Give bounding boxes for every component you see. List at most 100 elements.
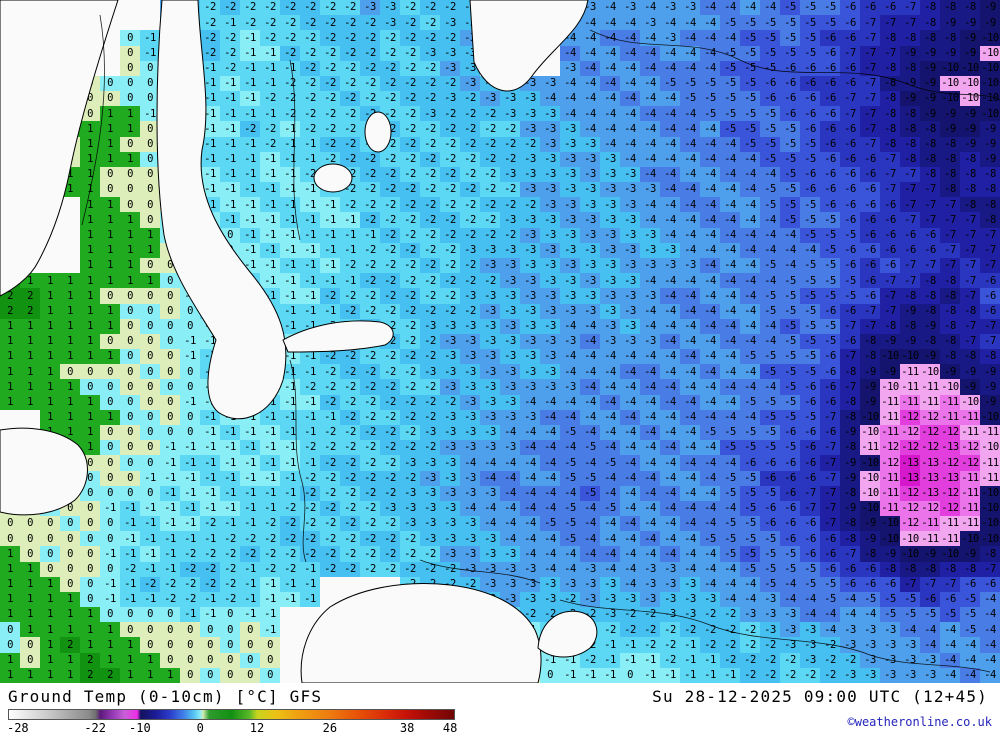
- temp-cell: -6: [800, 440, 820, 456]
- temp-cell: -1: [220, 197, 240, 213]
- temp-cell: 1: [80, 273, 100, 289]
- temp-cell: -2: [300, 30, 320, 46]
- temp-cell: -4: [560, 546, 580, 562]
- temp-cell: -5: [800, 45, 820, 61]
- temp-cell: -1: [220, 333, 240, 350]
- temp-cell: -12: [940, 500, 960, 517]
- temp-cell: -3: [480, 531, 500, 547]
- temp-cell: 1: [40, 349, 60, 365]
- temp-cell: -5: [720, 485, 740, 501]
- temp-cell: -10: [980, 409, 1000, 425]
- temp-cell: -3: [440, 364, 460, 380]
- temp-cell: 0: [140, 318, 160, 334]
- temp-cell: 0: [420, 622, 440, 638]
- temp-cell: 1: [20, 667, 40, 683]
- temp-cell: -2: [260, 121, 280, 137]
- temp-cell: -1: [360, 227, 380, 243]
- temp-cell: -7: [840, 91, 860, 107]
- temp-cell: -2: [460, 576, 480, 592]
- temp-cell: -4: [600, 424, 620, 441]
- temp-cell: -2: [360, 303, 380, 319]
- temp-cell: -4: [540, 546, 560, 562]
- temp-cell: 0: [140, 212, 160, 228]
- copyright-link[interactable]: ©weatheronline.co.uk: [847, 715, 993, 729]
- temp-cell: -3: [580, 258, 600, 274]
- temp-cell: -6: [960, 576, 980, 592]
- temp-cell: -8: [940, 349, 960, 365]
- temp-cell: -2: [380, 30, 400, 46]
- temp-cell: -6: [800, 546, 820, 562]
- temp-cell: 1: [140, 227, 160, 243]
- temp-cell: -6: [840, 121, 860, 137]
- temp-cell: -6: [880, 227, 900, 243]
- temp-cell: -7: [980, 258, 1000, 274]
- temp-cell: -3: [860, 667, 880, 683]
- temp-cell: -3: [600, 182, 620, 198]
- temp-cell: -8: [920, 288, 940, 304]
- temp-cell: 0: [60, 470, 80, 486]
- temp-cell: 0: [120, 75, 140, 92]
- temp-cell: 0: [180, 652, 200, 668]
- temp-cell: -1: [180, 349, 200, 365]
- temp-cell: -2: [660, 622, 680, 638]
- temp-cell: -1: [160, 561, 180, 577]
- temp-cell: -3: [480, 242, 500, 259]
- temp-cell: -5: [820, 242, 840, 259]
- temp-cell: -5: [760, 45, 780, 61]
- temp-cell: -8: [840, 485, 860, 501]
- temp-cell: -3: [560, 379, 580, 395]
- temp-cell: -4: [600, 440, 620, 456]
- temp-cell: -7: [920, 182, 940, 198]
- temp-cell: -5: [780, 136, 800, 152]
- temp-cell: -6: [800, 60, 820, 76]
- temp-cell: -4: [700, 379, 720, 395]
- temp-cell: 0: [160, 652, 180, 668]
- temp-cell: -7: [820, 500, 840, 517]
- temp-cell: 0: [460, 652, 480, 668]
- temp-cell: -5: [800, 576, 820, 592]
- temp-cell: -2: [180, 576, 200, 592]
- temp-cell: -1: [180, 394, 200, 410]
- temp-cell: 1: [100, 212, 120, 228]
- temp-cell: -2: [440, 121, 460, 137]
- temp-cell: -7: [940, 576, 960, 592]
- temp-cell: [320, 652, 340, 668]
- temp-cell: -2: [240, 15, 260, 31]
- temp-cell: -4: [580, 455, 600, 471]
- temp-cell: -2: [320, 136, 340, 152]
- temp-cell: -3: [880, 667, 900, 683]
- temp-cell: -1: [260, 500, 280, 517]
- temp-cell: -4: [760, 333, 780, 350]
- temp-cell: -3: [900, 652, 920, 668]
- temp-cell: -2: [340, 409, 360, 425]
- temp-cell: -4: [640, 91, 660, 107]
- temp-cell: -6: [860, 166, 880, 183]
- temp-cell: 0: [240, 652, 260, 668]
- temp-cell: -3: [640, 576, 660, 592]
- temp-cell: -2: [200, 45, 220, 61]
- temp-cell: -10: [980, 91, 1000, 107]
- temp-cell: -3: [560, 242, 580, 259]
- temp-cell: -9: [920, 91, 940, 107]
- temp-cell: 0: [160, 166, 180, 183]
- temp-cell: [40, 60, 60, 76]
- temp-cell: -7: [860, 318, 880, 334]
- temp-cell: -2: [340, 106, 360, 122]
- temp-cell: -2: [640, 637, 660, 653]
- temp-cell: -3: [500, 273, 520, 289]
- temp-cell: 0: [200, 242, 220, 259]
- temp-cell: -2: [420, 30, 440, 46]
- temp-cell: -7: [980, 318, 1000, 334]
- temp-cell: -12: [880, 455, 900, 471]
- temp-cell: 0: [120, 288, 140, 304]
- temp-cell: 0: [160, 318, 180, 334]
- temp-cell: -8: [960, 561, 980, 577]
- temp-cell: -3: [440, 485, 460, 501]
- temp-cell: -5: [740, 15, 760, 31]
- temp-cell: -1: [340, 273, 360, 289]
- temp-cell: -6: [820, 546, 840, 562]
- temp-cell: -3: [680, 607, 700, 623]
- temp-cell: -4: [720, 333, 740, 350]
- temp-cell: -4: [760, 166, 780, 183]
- temp-cell: -3: [400, 455, 420, 471]
